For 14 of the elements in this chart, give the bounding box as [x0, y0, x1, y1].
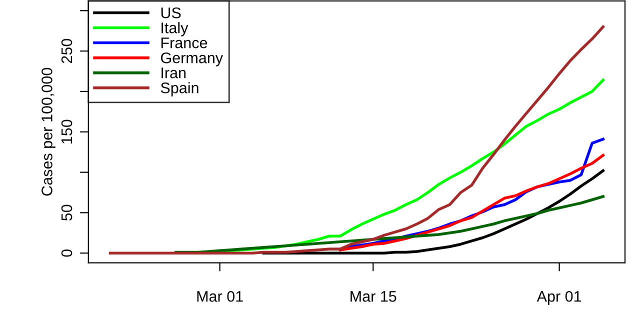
legend-label: Iran	[162, 68, 186, 78]
legend-label: France	[161, 38, 208, 48]
y-axis-title: Cases per 100,000	[42, 68, 56, 196]
legend-label: Italy	[162, 22, 188, 36]
y-tick-label: 50	[61, 204, 72, 221]
legend-label: Spain	[160, 82, 198, 96]
x-tick-label: Mar 15	[350, 291, 396, 302]
x-tick-label: Mar 01	[197, 290, 243, 302]
legend-label: Germany	[160, 52, 224, 66]
legend-label: US	[161, 7, 181, 18]
y-tick-label: 250	[61, 38, 72, 64]
y-tick-label: 0	[61, 249, 72, 257]
y-tick-label: 150	[61, 120, 72, 144]
x-tick-label: Apr 01	[536, 290, 582, 305]
